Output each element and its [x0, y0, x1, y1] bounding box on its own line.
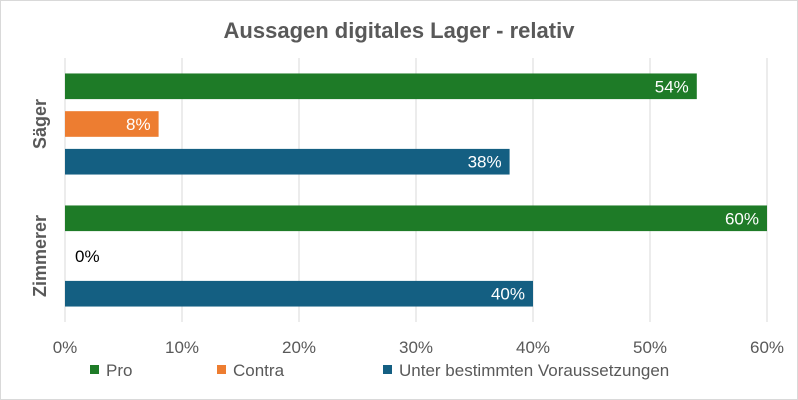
x-tick-label: 30%: [399, 338, 433, 357]
data-label: 38%: [468, 153, 502, 172]
data-label: 0%: [75, 247, 100, 266]
x-tick-labels: 0% 10% 20% 30% 40% 50% 60%: [53, 338, 784, 357]
bars: 54% 8% 38% 60% 0% 40%: [65, 73, 767, 307]
legend-swatch: [383, 365, 392, 374]
legend-swatch: [217, 365, 226, 374]
legend-swatch: [90, 365, 99, 374]
gridlines: [64, 58, 768, 322]
legend-label: Pro: [106, 361, 132, 380]
legend-label: Unter bestimmten Voraussetzungen: [399, 361, 669, 380]
bar-unter: [65, 280, 533, 307]
data-label: 54%: [655, 77, 689, 96]
bar-unter: [65, 148, 510, 175]
legend: Pro Contra Unter bestimmten Voraussetzunge…: [90, 361, 669, 380]
chart-title: Aussagen digitales Lager - relativ: [224, 18, 576, 43]
x-tick-label: 50%: [633, 338, 667, 357]
legend-label: Contra: [233, 361, 285, 380]
data-label: 8%: [126, 115, 151, 134]
category-labels: Säger Zimmerer: [30, 99, 50, 297]
x-tick-label: 20%: [282, 338, 316, 357]
category-label: Zimmerer: [30, 215, 50, 297]
bar-pro: [65, 205, 767, 232]
data-label: 60%: [725, 209, 759, 228]
bar-pro: [65, 73, 697, 100]
bar-contra: [65, 111, 159, 137]
category-label: Säger: [30, 99, 50, 149]
x-tick-label: 40%: [516, 338, 550, 357]
x-tick-label: 0%: [53, 338, 78, 357]
x-tick-label: 10%: [165, 338, 199, 357]
x-tick-label: 60%: [750, 338, 784, 357]
data-label: 40%: [491, 285, 525, 304]
